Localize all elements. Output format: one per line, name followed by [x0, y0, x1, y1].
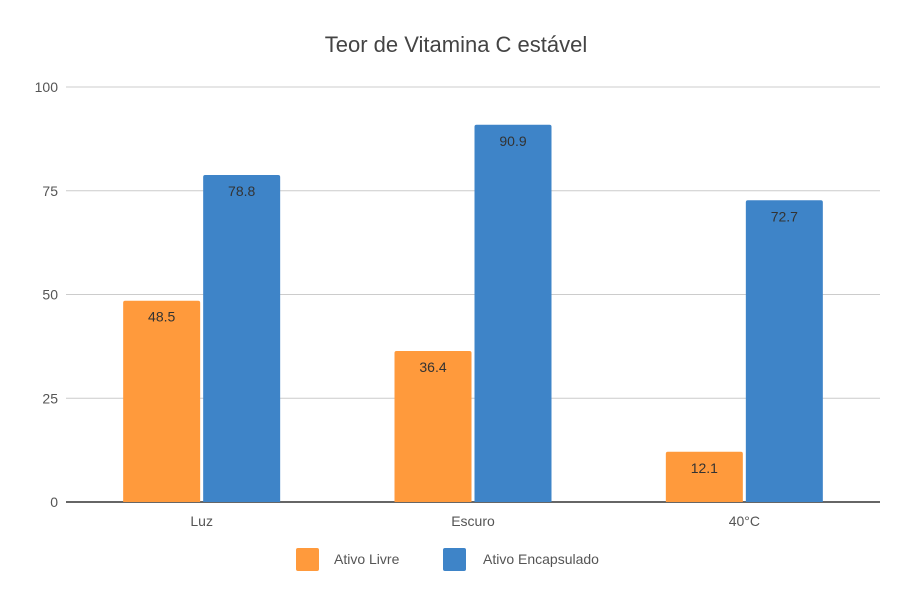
data-label: 72.7 [771, 208, 798, 224]
legend-label: Ativo Livre [334, 551, 400, 567]
y-tick-label: 75 [42, 183, 58, 199]
x-axis-categories: Luz Escuro 40°C [190, 513, 760, 529]
bar-ativo-encapsulado-0 [203, 174, 281, 503]
bar-ativo-livre-0 [123, 300, 201, 502]
bar-ativo-livre-2 [665, 451, 743, 502]
y-tick-label: 50 [42, 287, 58, 303]
y-axis-ticks: 0 25 50 75 100 [35, 79, 59, 510]
y-tick-label: 100 [35, 79, 59, 95]
bar-ativo-encapsulado-1 [474, 124, 552, 502]
legend: Ativo Livre Ativo Encapsulado [296, 548, 599, 571]
legend-label: Ativo Encapsulado [483, 551, 599, 567]
data-labels: 48.5 78.8 36.4 90.9 12.1 72.7 [148, 133, 798, 476]
legend-swatch [296, 548, 319, 571]
x-category-label: 40°C [729, 513, 760, 529]
y-tick-label: 25 [42, 390, 58, 406]
bar-ativo-encapsulado-2 [745, 200, 823, 503]
data-label: 36.4 [419, 359, 446, 375]
data-label: 12.1 [691, 460, 718, 476]
bar-ativo-livre-1 [394, 350, 472, 502]
x-category-label: Luz [190, 513, 213, 529]
legend-swatch [443, 548, 466, 571]
y-tick-label: 0 [50, 494, 58, 510]
x-category-label: Escuro [451, 513, 495, 529]
bars [123, 124, 823, 503]
data-label: 78.8 [228, 183, 255, 199]
chart-title: Teor de Vitamina C estável [325, 32, 588, 57]
gridlines [66, 86, 880, 503]
data-label: 90.9 [499, 133, 526, 149]
data-label: 48.5 [148, 309, 175, 325]
